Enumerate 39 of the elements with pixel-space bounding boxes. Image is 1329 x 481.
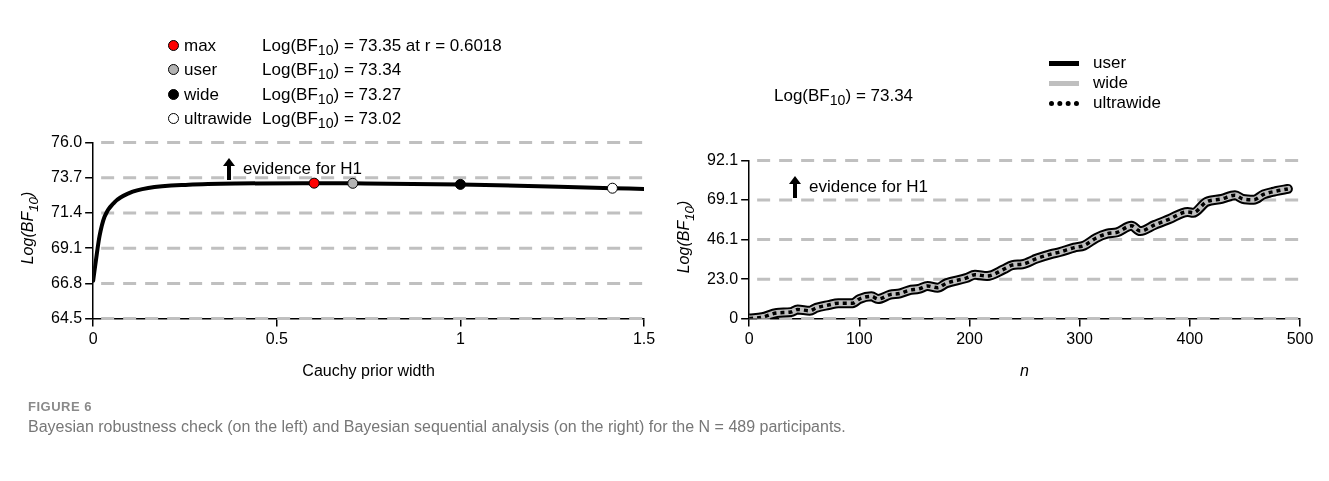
x-tick-label: 0 — [744, 329, 754, 347]
legend-label: user — [183, 60, 219, 82]
y-tick-label: 69.1 — [51, 238, 83, 256]
text: Log(BF$_{10}$) = 73.35 at r = 0.6018 — [262, 36, 502, 61]
legend-label: ultrawide — [1092, 93, 1162, 113]
y-tick-label: 23.0 — [707, 269, 739, 287]
x-axis-title: Cauchy prior width — [302, 361, 435, 379]
x-tick-label: 200 — [956, 329, 983, 347]
x-tick-label: 1 — [455, 329, 465, 347]
text: Log(BF$_{10}$) = 73.27 — [262, 84, 403, 110]
text: Log(BF$_{10}$) = 73.34 — [774, 86, 914, 109]
text: Log(BF$_{10}$) = 73.02 — [262, 109, 403, 134]
legend-label: user — [1092, 53, 1128, 73]
x-tick-label: 0.5 — [265, 329, 288, 347]
y-tick-label: 64.5 — [51, 309, 83, 327]
x-tick-label: 400 — [1176, 329, 1204, 347]
text: Bayesian robustness check (on the left) and Bayesian sequential analysis (on the right) for the N = 489 participants. — [28, 418, 847, 436]
x-tick-label: 0 — [88, 329, 98, 347]
y-tick-label: 69.1 — [707, 190, 739, 208]
y-tick-label: 76.0 — [51, 133, 83, 151]
y-tick-label: 92.1 — [707, 151, 739, 169]
x-tick-label: 500 — [1286, 329, 1314, 347]
annotation: evidence for H1 — [809, 177, 929, 197]
caption: FIGURE 6 — [28, 399, 93, 414]
text: Log(BF$_{10}$) = 73.34 — [262, 60, 403, 85]
x-tick-label: 1.5 — [632, 329, 656, 347]
annotation: evidence for H1 — [243, 159, 363, 179]
legend-label: wide — [1092, 73, 1129, 93]
legend-label: max — [183, 36, 218, 57]
x-axis-title: n — [1020, 361, 1030, 379]
y-tick-label: 0 — [729, 309, 739, 327]
legend-label: wide — [183, 84, 220, 106]
y-tick-label: 71.4 — [51, 203, 83, 221]
x-tick-label: 300 — [1066, 329, 1094, 347]
legend-label: ultrawide — [183, 109, 253, 131]
y-tick-label: 46.1 — [707, 229, 739, 247]
y-tick-label: 66.8 — [51, 273, 83, 291]
y-tick-label: 73.7 — [51, 168, 83, 186]
x-tick-label: 100 — [845, 329, 873, 347]
